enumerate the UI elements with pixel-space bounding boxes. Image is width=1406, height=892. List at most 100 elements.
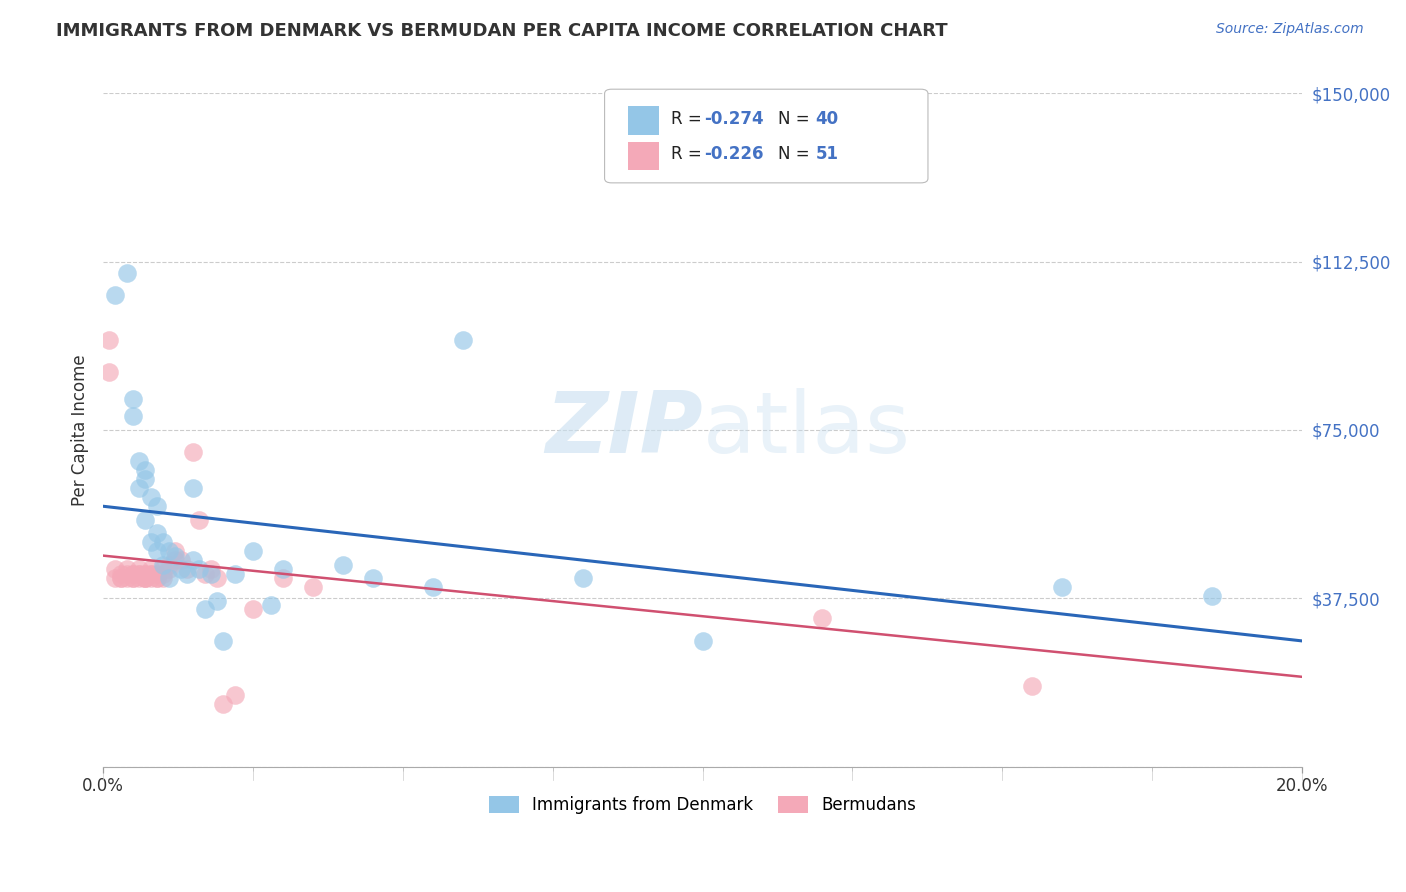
Point	[361, 571, 384, 585]
Point	[115, 266, 138, 280]
Point	[134, 472, 156, 486]
Point	[176, 562, 198, 576]
Point	[152, 562, 174, 576]
Point	[128, 566, 150, 581]
Point	[152, 566, 174, 581]
Text: -0.226: -0.226	[704, 145, 763, 163]
Point	[1021, 679, 1043, 693]
Text: ZIP: ZIP	[546, 388, 703, 472]
Point	[122, 571, 145, 585]
Point	[332, 558, 354, 572]
Point	[212, 633, 235, 648]
Text: N =: N =	[778, 110, 814, 128]
Point	[139, 490, 162, 504]
Point	[165, 549, 187, 563]
Point	[152, 558, 174, 572]
Point	[451, 333, 474, 347]
Point	[115, 562, 138, 576]
Point	[134, 463, 156, 477]
Text: 40: 40	[815, 110, 838, 128]
Point	[224, 566, 246, 581]
Point	[110, 566, 132, 581]
Point	[200, 562, 222, 576]
Point	[139, 571, 162, 585]
Text: 51: 51	[815, 145, 838, 163]
Text: IMMIGRANTS FROM DENMARK VS BERMUDAN PER CAPITA INCOME CORRELATION CHART: IMMIGRANTS FROM DENMARK VS BERMUDAN PER …	[56, 22, 948, 40]
Point	[139, 562, 162, 576]
Point	[128, 562, 150, 576]
Text: R =: R =	[671, 110, 707, 128]
Point	[212, 697, 235, 711]
Point	[176, 566, 198, 581]
Text: N =: N =	[778, 145, 820, 163]
Point	[134, 571, 156, 585]
Point	[104, 562, 127, 576]
Point	[134, 571, 156, 585]
Point	[157, 544, 180, 558]
Point	[205, 571, 228, 585]
Point	[110, 571, 132, 585]
Point	[134, 513, 156, 527]
Text: atlas: atlas	[703, 388, 911, 472]
Point	[165, 544, 187, 558]
Point	[170, 562, 193, 576]
Point	[98, 365, 121, 379]
Point	[115, 571, 138, 585]
Point	[122, 409, 145, 424]
Point	[271, 571, 294, 585]
Legend: Immigrants from Denmark, Bermudans: Immigrants from Denmark, Bermudans	[481, 788, 925, 822]
Point	[98, 333, 121, 347]
Point	[157, 562, 180, 576]
Point	[146, 544, 169, 558]
Point	[146, 500, 169, 514]
Point	[146, 566, 169, 581]
Point	[139, 535, 162, 549]
Point	[134, 566, 156, 581]
Point	[1201, 589, 1223, 603]
Point	[205, 593, 228, 607]
Point	[422, 580, 444, 594]
Text: -0.274: -0.274	[704, 110, 763, 128]
Point	[1050, 580, 1073, 594]
Point	[134, 571, 156, 585]
Point	[122, 571, 145, 585]
Point	[110, 571, 132, 585]
Point	[224, 688, 246, 702]
Point	[146, 526, 169, 541]
Point	[104, 288, 127, 302]
Point	[181, 445, 204, 459]
Point	[271, 562, 294, 576]
Point	[122, 566, 145, 581]
Text: Source: ZipAtlas.com: Source: ZipAtlas.com	[1216, 22, 1364, 37]
Point	[152, 571, 174, 585]
Text: R =: R =	[671, 145, 707, 163]
Point	[115, 566, 138, 581]
Point	[692, 633, 714, 648]
Point	[104, 571, 127, 585]
Point	[200, 566, 222, 581]
Point	[146, 571, 169, 585]
Point	[302, 580, 325, 594]
Point	[170, 553, 193, 567]
Point	[128, 566, 150, 581]
Point	[188, 562, 211, 576]
Point	[128, 454, 150, 468]
Point	[194, 602, 217, 616]
Point	[128, 481, 150, 495]
Point	[242, 544, 264, 558]
Point	[122, 392, 145, 406]
Point	[157, 558, 180, 572]
Point	[157, 571, 180, 585]
Point	[122, 566, 145, 581]
Y-axis label: Per Capita Income: Per Capita Income	[72, 354, 89, 506]
Point	[128, 571, 150, 585]
Point	[139, 566, 162, 581]
Point	[146, 571, 169, 585]
Point	[181, 481, 204, 495]
Point	[242, 602, 264, 616]
Point	[181, 553, 204, 567]
Point	[165, 553, 187, 567]
Point	[188, 513, 211, 527]
Point	[260, 598, 283, 612]
Point	[811, 611, 834, 625]
